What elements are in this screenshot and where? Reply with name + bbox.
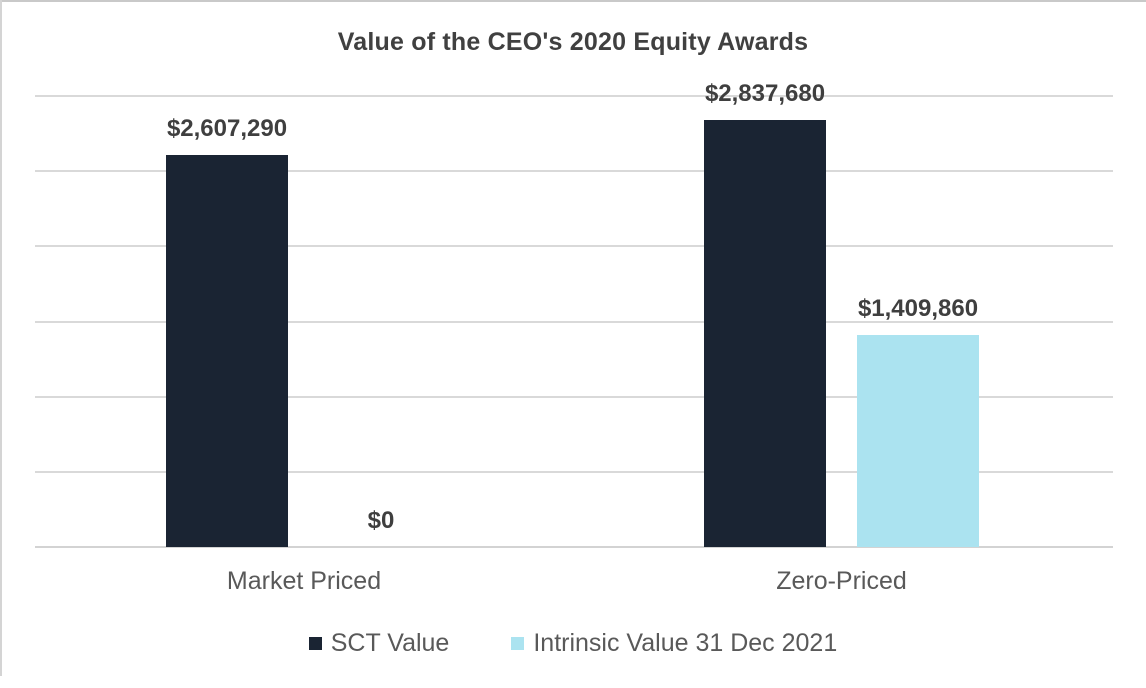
category-label-zero-priced: Zero-Priced (776, 567, 907, 595)
x-axis-line (35, 546, 1113, 548)
bar-sct-zero-priced (704, 120, 826, 547)
gridline (35, 95, 1113, 97)
legend-item-sct-value: SCT Value (308, 629, 450, 658)
data-label-sct-zero-priced: $2,837,680 (704, 80, 826, 108)
plot-area: $2,607,290 $0 $2,837,680 $1,409,860 (35, 0, 1113, 688)
gridline (35, 470, 1113, 473)
bar-sct-market-priced (166, 155, 288, 547)
image-top-border (0, 0, 1146, 2)
legend-label-sct-value: SCT Value (330, 629, 450, 657)
image-left-border (0, 0, 2, 676)
legend-item-intrinsic-value: Intrinsic Value 31 Dec 2021 (511, 629, 837, 658)
legend-swatch-intrinsic-value (511, 637, 525, 650)
chart-title: Value of the CEO's 2020 Equity Awards (337, 28, 809, 56)
data-label-sct-market-priced: $2,607,290 (166, 115, 288, 143)
bar-intrinsic-zero-priced (857, 335, 979, 547)
legend-swatch-sct-value (308, 637, 322, 650)
gridline (35, 395, 1113, 398)
gridline (35, 245, 1113, 248)
legend: SCT Value Intrinsic Value 31 Dec 2021 (0, 629, 1146, 658)
data-label-intrinsic-zero-priced: $1,409,860 (857, 295, 979, 323)
data-label-intrinsic-market-priced: $0 (367, 507, 395, 534)
gridline (35, 320, 1113, 323)
category-label-market-priced: Market Priced (226, 567, 382, 595)
gridline (35, 170, 1113, 173)
legend-label-intrinsic-value: Intrinsic Value 31 Dec 2021 (533, 629, 838, 657)
